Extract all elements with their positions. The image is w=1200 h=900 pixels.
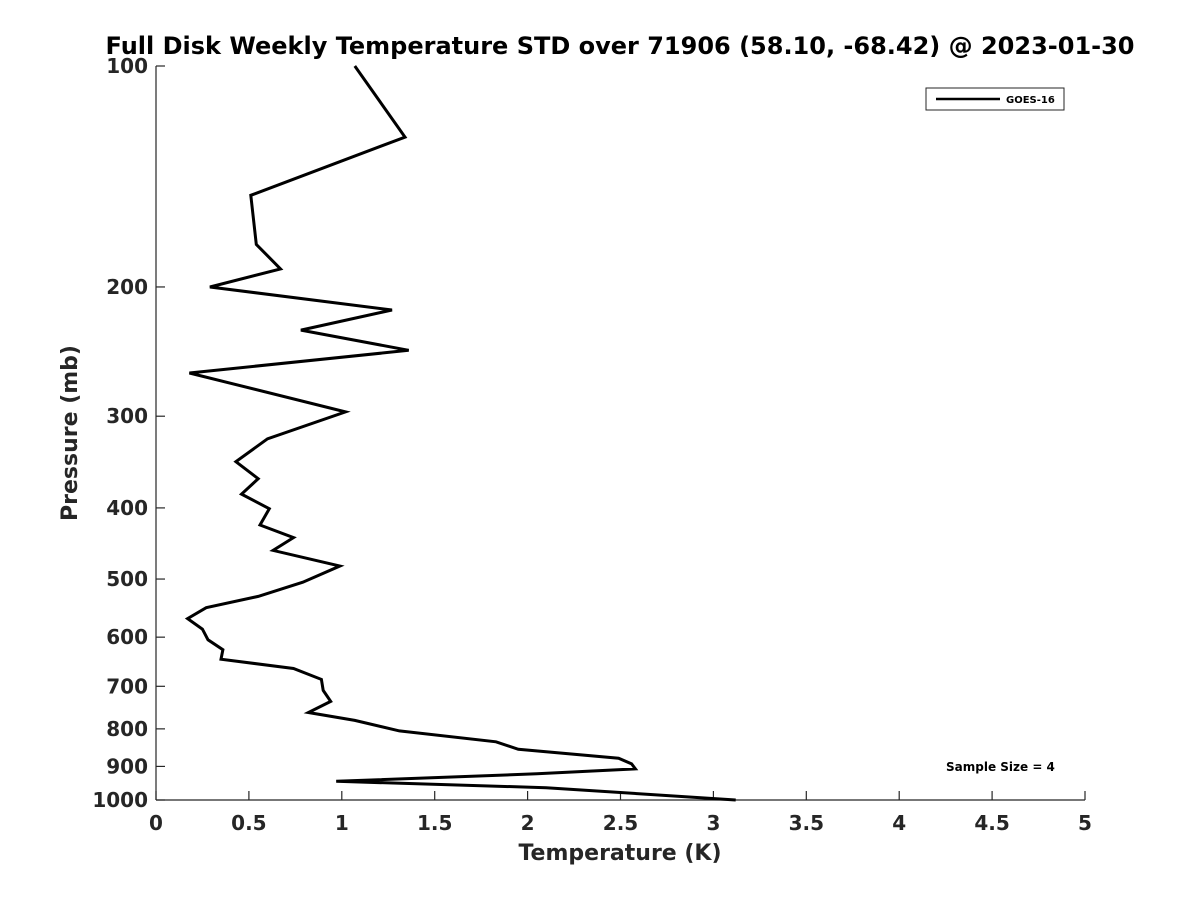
y-tick-label: 200 (106, 275, 148, 299)
y-tick-label: 900 (106, 754, 148, 778)
y-axis-label: Pressure (mb) (58, 345, 83, 521)
y-tick-label: 600 (106, 625, 148, 649)
x-axis-label: Temperature (K) (518, 841, 721, 866)
legend-label: GOES-16 (1006, 95, 1055, 106)
series-layer (184, 65, 736, 802)
y-tick-label: 800 (106, 717, 148, 741)
x-tick-label: 1 (335, 811, 349, 835)
y-tick-label: 1000 (92, 788, 148, 812)
x-tick-label: 3.5 (789, 811, 824, 835)
x-ticks: 0 0.5 1 1.5 2 2.5 3 3.5 4 4.5 5 (149, 791, 1092, 835)
series-line-goes-16 (184, 65, 736, 802)
x-tick-label: 4.5 (974, 811, 1009, 835)
x-tick-label: 5 (1078, 811, 1092, 835)
x-tick-label: 3 (706, 811, 720, 835)
x-tick-label: 2.5 (603, 811, 638, 835)
y-tick-label: 700 (106, 674, 148, 698)
x-tick-label: 1.5 (417, 811, 452, 835)
y-tick-label: 500 (106, 567, 148, 591)
chart-title: Full Disk Weekly Temperature STD over 71… (106, 32, 1135, 60)
y-tick-label: 300 (106, 404, 148, 428)
x-tick-label: 0.5 (231, 811, 266, 835)
x-tick-label: 4 (892, 811, 906, 835)
y-tick-label: 100 (106, 54, 148, 78)
y-ticks: 100 200 300 400 500 600 700 800 900 1000 (92, 54, 165, 812)
x-tick-label: 2 (521, 811, 535, 835)
sample-size-annotation: Sample Size = 4 (946, 760, 1055, 774)
x-tick-label: 0 (149, 811, 163, 835)
legend: GOES-16 (925, 87, 1065, 111)
y-tick-label: 400 (106, 496, 148, 520)
